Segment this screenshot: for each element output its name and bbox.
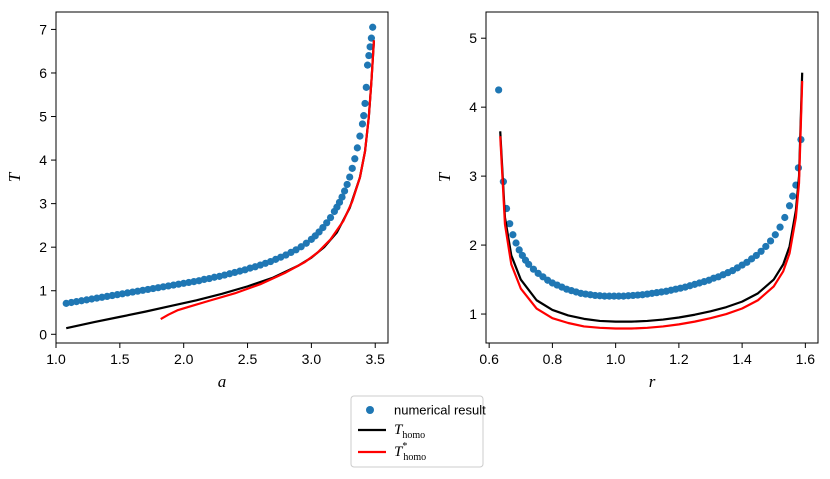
right-point-58 [757,247,765,255]
left-point-63 [353,144,361,152]
right-point-10 [529,265,538,273]
left-xtick-label-1: 1.5 [110,351,130,367]
left-xtick-label-2: 2.0 [174,351,194,367]
left-ytick-label-2: 2 [39,239,47,255]
left-point-52 [323,219,331,227]
right-xlabel: r [649,372,656,391]
right-point-3 [506,220,514,228]
right-ytick-label-2: 3 [469,168,477,184]
right-xtick-label-4: 1.4 [732,351,752,367]
legend: numerical result Thomo T* homo [350,395,486,468]
right-xtick-label-3: 1.2 [669,351,689,367]
left-point-59 [343,180,351,189]
right-ytick-label-1: 2 [469,237,477,253]
left-point-70 [365,51,373,60]
right-xtick-label-5: 1.6 [796,351,816,367]
left-ytick-label-7: 7 [39,21,47,37]
right-line-t-homo [499,72,804,323]
left-xtick-label-5: 3.5 [365,351,385,367]
right-ylabel: T [435,171,454,182]
left-point-69 [363,61,372,69]
left-point-73 [369,23,377,31]
left-panel: 1.0 1.5 2.0 2.5 3.0 3.5 0 1 2 3 4 5 6 7 a T [5,11,389,391]
legend-label-numerical: numerical result [394,403,486,418]
right-point-0 [495,86,503,94]
left-point-66 [360,112,368,120]
left-line-t-homo-star [160,40,376,321]
legend-label-t-homo-star: T* homo [394,441,426,463]
left-point-60 [346,173,354,181]
left-xtick-label-4: 3.0 [302,351,322,367]
left-axes-frame [55,11,389,344]
left-ytick-label-5: 5 [39,109,47,125]
left-ytick-label-1: 1 [39,283,47,299]
legend-marker-numerical [366,406,374,414]
left-xtick-label-0: 1.0 [46,351,66,367]
right-point-63 [781,213,789,222]
right-axes-frame [485,11,819,344]
left-xlabel: a [218,372,227,391]
right-ytick-label-3: 4 [469,99,477,115]
right-point-6 [515,246,523,254]
left-ytick-label-3: 3 [39,196,47,212]
right-xtick-label-1: 0.8 [543,351,563,367]
left-point-47 [302,239,310,247]
right-xtick-label-0: 0.6 [479,351,499,367]
left-point-61 [348,164,356,172]
right-panel: 0.6 0.8 1.0 1.2 1.4 1.6 1 2 3 4 5 r T [435,11,819,391]
left-series [62,23,377,330]
right-point-62 [776,223,784,231]
left-point-51 [319,223,327,232]
right-point-5 [512,239,520,247]
right-series [495,72,805,330]
left-xtick-label-3: 2.5 [238,351,258,367]
right-point-4 [509,231,517,239]
left-point-53 [326,213,335,222]
left-ytick-label-0: 0 [39,326,47,342]
left-point-68 [362,83,370,91]
right-point-57 [752,251,760,260]
left-point-67 [361,99,369,108]
right-xtick-label-2: 1.0 [606,351,626,367]
right-ytick-label-0: 1 [469,306,477,322]
right-line-t-homo-star [499,80,804,330]
right-point-61 [771,231,779,239]
left-point-58 [340,187,349,195]
left-point-72 [367,34,375,42]
right-point-59 [762,242,770,251]
left-point-64 [356,132,364,140]
left-ytick-label-4: 4 [39,152,47,168]
left-point-65 [358,120,367,128]
left-plot-area [56,12,388,343]
right-point-60 [766,237,775,245]
right-point-9 [525,260,533,268]
left-ylabel: T [5,171,24,182]
left-ytick-label-6: 6 [39,65,47,81]
right-point-65 [789,192,797,200]
right-ytick-label-4: 5 [469,30,477,46]
legend-frame [350,395,484,468]
left-point-57 [338,193,346,201]
left-point-46 [297,243,305,251]
legend-label-t-homo: Thomo [394,422,425,441]
left-point-62 [351,155,359,163]
right-point-64 [785,202,794,210]
left-point-71 [366,43,374,51]
